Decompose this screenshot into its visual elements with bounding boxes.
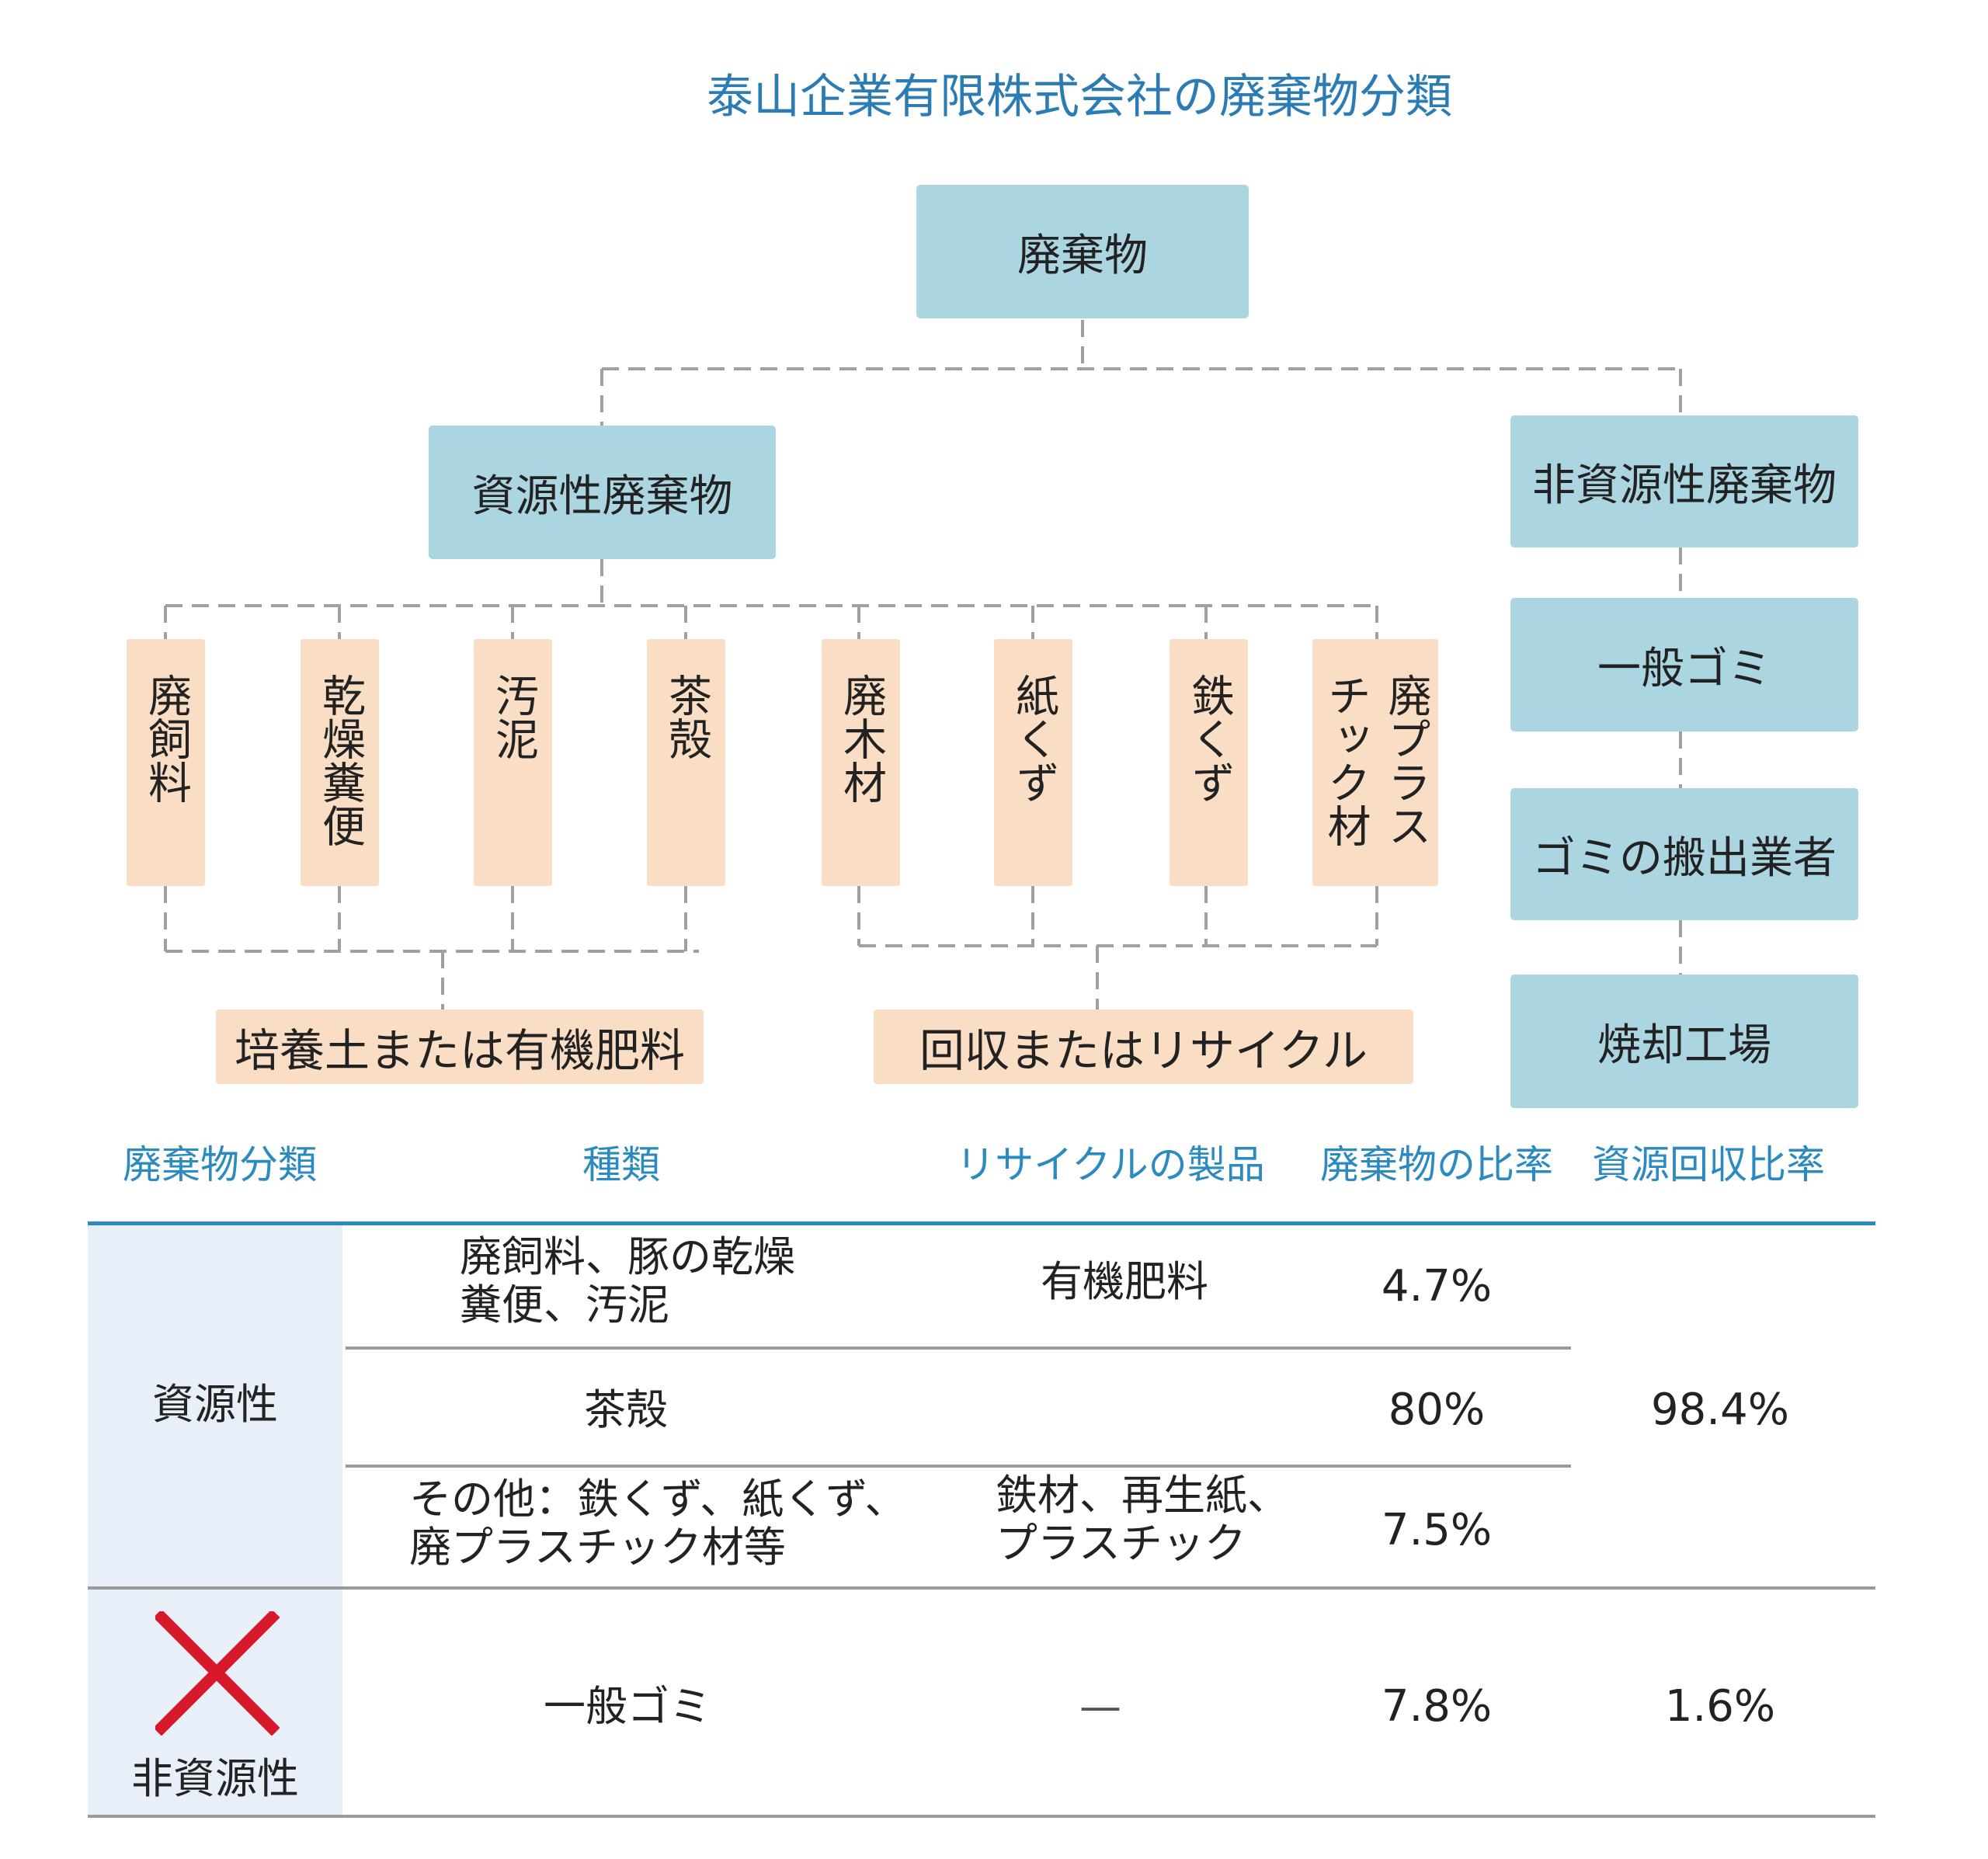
row1-type-line2: 糞便、汚泥 <box>460 1280 669 1329</box>
category-resource: 資源性 <box>152 1380 278 1429</box>
resource-recovery: 98.4% <box>1651 1385 1789 1435</box>
item-label: チック材 <box>1320 673 1371 847</box>
category-nonresource: 非資源性 <box>131 1754 299 1803</box>
nonresource-node-label: 非資源性廃棄物 <box>1532 460 1837 511</box>
item-label: 紙くず <box>1008 673 1059 804</box>
root-node-label: 廃棄物 <box>1017 230 1148 281</box>
item-label: 茶殻 <box>661 673 712 760</box>
item-label: 廃木材 <box>836 673 887 804</box>
header-recovery-ratio: 資源回収比率 <box>1592 1142 1825 1187</box>
group-recycle: 回収またはリサイクル <box>874 1009 1413 1084</box>
row3-product-line2: プラスチック <box>996 1519 1246 1568</box>
row1-type: 廃飼料、豚の乾燥 糞便、汚泥 <box>460 1233 795 1329</box>
item-label: 乾燥糞便 <box>315 673 366 847</box>
row2-ratio: 80% <box>1388 1385 1486 1435</box>
group-label: 回収またはリサイクル <box>919 1024 1368 1077</box>
item-tea-leaves: 茶殻 <box>647 639 725 886</box>
nonresource-node: 非資源性廃棄物 <box>1510 415 1858 547</box>
header-product: リサイクルの製品 <box>956 1142 1265 1187</box>
row3-type: その他：鉄くず、紙くず、 廃プラスチック材等 <box>409 1475 906 1572</box>
nonresource-recovery: 1.6% <box>1664 1681 1776 1732</box>
row-divider <box>346 1465 1571 1468</box>
row-divider <box>346 1346 1571 1350</box>
row3-product-line1: 鉄材、再生紙、 <box>996 1471 1289 1520</box>
header-category: 廃棄物分類 <box>123 1142 317 1187</box>
item-waste-wood: 廃木材 <box>822 639 900 886</box>
chain-node-label: 一般ゴミ <box>1597 643 1771 694</box>
item-waste-plastic: 廃プラス チック材 <box>1312 639 1438 886</box>
item-sludge: 汚泥 <box>474 639 552 886</box>
chain-node-incinerator: 焼却工場 <box>1510 975 1858 1108</box>
item-label: 廃飼料 <box>141 673 192 804</box>
item-iron-scrap: 鉄くず <box>1170 639 1248 886</box>
item-paper-scrap: 紙くず <box>994 639 1072 886</box>
nonresource-ratio: 7.8% <box>1381 1681 1493 1732</box>
table-top-rule <box>88 1221 1875 1225</box>
resource-node: 資源性廃棄物 <box>429 426 776 559</box>
row1-type-line1: 廃飼料、豚の乾燥 <box>460 1232 795 1281</box>
row3-type-line1: その他：鉄くず、紙くず、 <box>409 1475 907 1524</box>
row3-ratio: 7.5% <box>1381 1505 1493 1555</box>
group-compost: 培養土または有機肥料 <box>216 1009 704 1084</box>
x-mark-icon <box>155 1611 280 1736</box>
section-divider <box>88 1586 1875 1590</box>
row3-type-line2: 廃プラスチック材等 <box>409 1523 786 1572</box>
nonresource-type: 一般ゴミ <box>544 1682 711 1731</box>
item-label: 廃プラス <box>1381 673 1431 847</box>
table-bottom-rule <box>88 1815 1875 1818</box>
item-waste-feed: 廃飼料 <box>127 639 205 886</box>
row1-product: 有機肥料 <box>1041 1257 1208 1306</box>
chain-node-label: ゴミの搬出業者 <box>1532 832 1837 884</box>
row2-type: 茶殻 <box>584 1385 668 1434</box>
row1-ratio: 4.7% <box>1381 1261 1493 1312</box>
item-label: 鉄くず <box>1183 673 1235 804</box>
chain-node-waste-hauler: ゴミの搬出業者 <box>1510 788 1858 920</box>
category-bg-resource <box>88 1225 342 1586</box>
chain-node-label: 焼却工場 <box>1597 1020 1771 1071</box>
page-title: 泰山企業有限株式会社の廃棄物分類 <box>707 70 1452 124</box>
category-bg-nonresource <box>88 1590 342 1815</box>
row3-product: 鉄材、再生紙、 プラスチック <box>996 1472 1289 1568</box>
group-label: 培養土または有機肥料 <box>234 1024 685 1077</box>
item-dried-manure: 乾燥糞便 <box>301 639 379 886</box>
header-type: 種類 <box>582 1142 660 1187</box>
chain-node-general-waste: 一般ゴミ <box>1510 598 1858 731</box>
item-label: 汚泥 <box>488 673 539 760</box>
root-node: 廃棄物 <box>916 185 1249 318</box>
nonresource-product: — <box>1079 1682 1121 1731</box>
header-waste-ratio: 廃棄物の比率 <box>1320 1142 1553 1187</box>
resource-node-label: 資源性廃棄物 <box>471 471 733 522</box>
